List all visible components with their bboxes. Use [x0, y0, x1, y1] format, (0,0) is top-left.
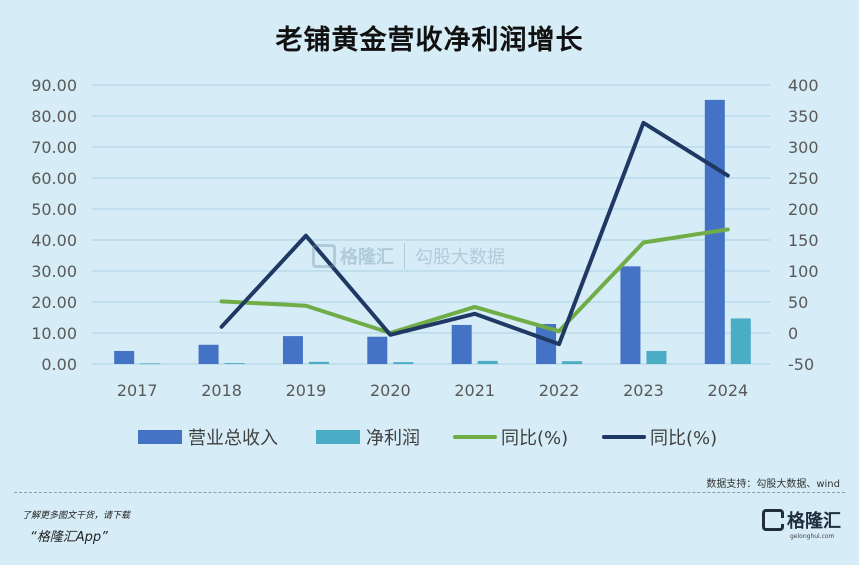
legend-profit-label: 净利润	[366, 428, 420, 449]
x-axis-tick-label: 2022	[539, 381, 580, 400]
yoy-revenue-line	[219, 227, 730, 335]
watermark-left-text: 格隆汇	[340, 247, 394, 268]
legend-yoy-revenue-label: 同比(%)	[501, 428, 568, 449]
lines	[219, 120, 730, 347]
gridlines	[92, 84, 770, 365]
left-axis-tick-label: 30.00	[31, 262, 77, 281]
x-axis-tick-label: 2019	[286, 381, 327, 400]
x-axis-tick-label: 2024	[707, 381, 748, 400]
right-axis-tick-label: 50	[788, 293, 808, 312]
brand-logo-url: gelonghui.com	[790, 533, 835, 540]
yoy-profit-line	[219, 120, 730, 347]
revenue-bar	[536, 324, 557, 364]
legend-revenue-swatch	[138, 430, 182, 444]
profit-bar	[224, 363, 245, 364]
right-axis-tick-label: 300	[788, 138, 819, 157]
profit-bar	[140, 363, 161, 365]
legend-revenue: 营业总收入	[138, 428, 278, 449]
watermark-logo-icon	[312, 244, 336, 268]
revenue-bar	[114, 350, 135, 364]
brand-logo-icon	[762, 509, 784, 531]
legend-yoy-revenue: 同比(%)	[453, 428, 568, 449]
x-axis-tick-label: 2018	[201, 381, 242, 400]
legend: 营业总收入 净利润 同比(%) 同比(%)	[138, 428, 717, 449]
promo-line-2: “格隆汇App”	[30, 530, 108, 545]
source-note: 数据支持：勾股大数据、wind	[706, 479, 840, 490]
profit-bar	[730, 318, 751, 364]
right-axis-tick-label: 250	[788, 169, 819, 188]
brand-logo-text: 格隆汇	[787, 511, 841, 532]
right-axis-tick-label: 100	[788, 262, 819, 281]
chart-title: 老铺黄金营收净利润增长	[275, 25, 584, 56]
profit-bar	[562, 361, 583, 364]
revenue-bar	[620, 266, 641, 364]
legend-revenue-label: 营业总收入	[188, 428, 278, 449]
x-axis-ticks: 2017 2018 2019 2020 2021 2022 2023 2024	[117, 381, 748, 400]
revenue-bar	[198, 344, 219, 364]
revenue-bar	[451, 324, 472, 364]
left-axis-tick-label: 60.00	[31, 169, 77, 188]
profit-bar	[393, 362, 414, 364]
profit-bar	[646, 350, 667, 364]
chart: 0.00 10.00 20.00 30.00 40.00 50.00 60.00 70.00 8…	[31, 76, 819, 449]
left-axis-tick-label: 0.00	[41, 355, 77, 374]
left-axis-ticks: 0.00 10.00 20.00 30.00 40.00 50.00 60.00 70.00 8…	[31, 76, 77, 374]
watermark-separator	[404, 243, 405, 269]
divider	[14, 492, 845, 493]
x-axis-tick-label: 2021	[454, 381, 495, 400]
left-axis-tick-label: 20.00	[31, 293, 77, 312]
x-axis-tick-label: 2023	[623, 381, 664, 400]
watermark: 格隆汇 勾股大数据	[312, 243, 505, 269]
x-axis-tick-label: 2020	[370, 381, 411, 400]
left-axis-tick-label: 50.00	[31, 200, 77, 219]
left-axis-tick-label: 10.00	[31, 324, 77, 343]
left-axis-tick-label: 40.00	[31, 231, 77, 250]
right-axis-tick-label: -50	[788, 355, 814, 374]
legend-profit-swatch	[316, 430, 360, 444]
revenue-bar	[282, 336, 303, 364]
right-axis-ticks: -50 0 50 100 150 200 250 300 350 400	[788, 76, 819, 374]
right-axis-tick-label: 400	[788, 76, 819, 95]
left-axis-tick-label: 80.00	[31, 107, 77, 126]
right-axis-tick-label: 0	[788, 324, 798, 343]
brand-logo: 格隆汇	[762, 507, 841, 533]
legend-yoy-profit-label: 同比(%)	[650, 428, 717, 449]
right-axis-tick-label: 150	[788, 231, 819, 250]
profit-bar	[308, 361, 329, 364]
right-axis-tick-label: 350	[788, 107, 819, 126]
x-axis-tick-label: 2017	[117, 381, 158, 400]
watermark-right-text: 勾股大数据	[415, 247, 505, 268]
profit-bar	[477, 360, 498, 364]
revenue-bar	[367, 336, 388, 364]
legend-yoy-profit: 同比(%)	[602, 428, 717, 449]
legend-profit: 净利润	[316, 428, 420, 449]
left-axis-tick-label: 90.00	[31, 76, 77, 95]
right-axis-tick-label: 200	[788, 200, 819, 219]
left-axis-tick-label: 70.00	[31, 138, 77, 157]
promo-line-1: 了解更多图文干货，请下载	[22, 511, 131, 521]
